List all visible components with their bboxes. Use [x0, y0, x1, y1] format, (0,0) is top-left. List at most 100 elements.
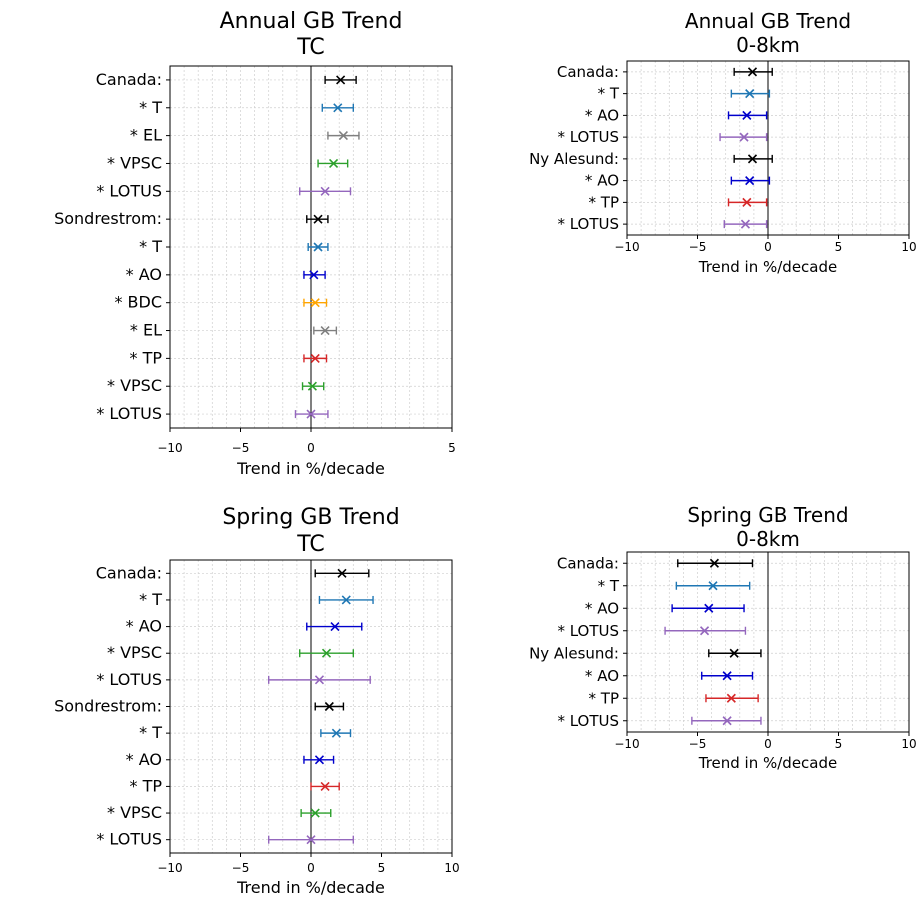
x-tick-label: 5: [835, 737, 843, 751]
data-point-marker: [314, 755, 325, 765]
y-tick-label: Canada:: [96, 70, 162, 89]
data-point-marker: [306, 409, 316, 419]
x-tick-label: 0: [307, 441, 315, 455]
y-tick-label: * VPSC: [107, 643, 162, 662]
x-axis-label: Trend in %/decade: [698, 754, 838, 772]
data-point-marker: [320, 325, 330, 336]
data-point-marker: [742, 110, 752, 120]
data-point-marker: [320, 186, 330, 196]
data-point-marker: [328, 158, 339, 169]
y-tick-label: * LOTUS: [96, 670, 162, 689]
y-tick-label: * T: [598, 85, 620, 103]
data-point-marker: [310, 353, 320, 363]
y-tick-label: * AO: [585, 599, 619, 617]
data-point-marker: [313, 214, 323, 224]
data-point-marker: [747, 67, 758, 77]
y-tick-label: * AO: [585, 106, 619, 124]
y-tick-label: * T: [139, 723, 162, 742]
data-point-marker: [699, 626, 710, 636]
data-point-marker: [341, 595, 351, 605]
data-point-marker: [742, 197, 752, 207]
y-tick-label: * TP: [589, 193, 619, 211]
y-tick-label: * T: [598, 577, 620, 595]
y-tick-label: * VPSC: [107, 153, 162, 172]
data-point-marker: [709, 558, 719, 568]
y-tick-label: * TP: [589, 689, 619, 707]
y-tick-label: * AO: [126, 265, 162, 284]
data-point-marker: [747, 154, 758, 164]
x-tick-label: −10: [157, 441, 182, 455]
y-tick-label: * AO: [126, 617, 162, 636]
x-tick-label: −5: [689, 737, 707, 751]
x-tick-label: 5: [378, 861, 386, 875]
y-tick-label: * VPSC: [107, 376, 162, 395]
data-point-marker: [739, 132, 749, 142]
data-point-marker: [333, 103, 343, 113]
chart-subtitle: 0-8km: [736, 527, 800, 551]
y-tick-label: * TP: [129, 348, 162, 367]
x-axis-label: Trend in %/decade: [236, 459, 385, 478]
x-tick-label: 0: [307, 861, 315, 875]
data-point-marker: [321, 648, 332, 658]
y-tick-label: * LOTUS: [96, 181, 162, 200]
x-tick-label: −5: [689, 240, 707, 254]
data-point-marker: [314, 675, 325, 685]
y-tick-label: Sondrestrom:: [54, 209, 162, 228]
chart-subtitle: TC: [296, 35, 325, 60]
x-tick-label: 5: [835, 240, 843, 254]
y-tick-label: * T: [139, 237, 162, 256]
data-point-marker: [729, 648, 739, 658]
y-tick-label: Sondrestrom:: [54, 697, 162, 716]
x-axis-label: Trend in %/decade: [698, 258, 838, 276]
x-axis-label: Trend in %/decade: [236, 878, 385, 897]
y-tick-label: Canada:: [96, 563, 162, 582]
data-point-marker: [722, 716, 732, 726]
y-tick-label: * LOTUS: [557, 622, 619, 640]
data-point-marker: [309, 270, 319, 280]
chart-title: Annual GB Trend: [685, 9, 851, 33]
y-tick-label: Canada:: [557, 63, 619, 81]
y-tick-label: * BDC: [114, 293, 162, 312]
data-point-marker: [745, 89, 755, 99]
y-tick-label: * AO: [585, 172, 619, 190]
y-tick-label: * AO: [126, 750, 162, 769]
x-tick-label: −5: [232, 861, 250, 875]
x-tick-label: −5: [232, 441, 250, 455]
x-tick-label: −10: [157, 861, 182, 875]
data-point-marker: [331, 728, 341, 738]
x-tick-label: −10: [614, 240, 639, 254]
y-tick-label: * EL: [130, 321, 162, 340]
data-point-marker: [307, 381, 317, 391]
chart-title: Annual GB Trend: [220, 9, 403, 34]
x-tick-label: −10: [614, 737, 639, 751]
y-tick-label: * TP: [129, 776, 162, 795]
x-tick-label: 0: [764, 240, 772, 254]
y-tick-label: Ny Alesund:: [529, 644, 619, 662]
y-tick-label: * EL: [130, 126, 162, 145]
x-tick-label: 5: [448, 441, 456, 455]
data-point-marker: [336, 75, 346, 85]
data-point-marker: [310, 298, 320, 308]
data-point-marker: [324, 701, 334, 712]
data-point-marker: [722, 671, 732, 681]
data-point-marker: [704, 603, 714, 613]
x-tick-label: 10: [901, 240, 916, 254]
y-tick-label: * VPSC: [107, 803, 162, 822]
y-tick-label: * LOTUS: [557, 128, 619, 146]
chart-title: Spring GB Trend: [687, 503, 848, 527]
data-point-marker: [740, 219, 751, 229]
x-tick-label: 0: [764, 737, 772, 751]
data-point-marker: [745, 176, 755, 186]
data-point-marker: [726, 693, 736, 703]
y-tick-label: Ny Alesund:: [529, 150, 619, 168]
y-tick-label: * LOTUS: [96, 830, 162, 849]
chart-subtitle: 0-8km: [736, 33, 800, 57]
x-tick-label: 10: [444, 861, 459, 875]
data-point-marker: [338, 131, 348, 141]
data-point-marker: [320, 781, 330, 791]
